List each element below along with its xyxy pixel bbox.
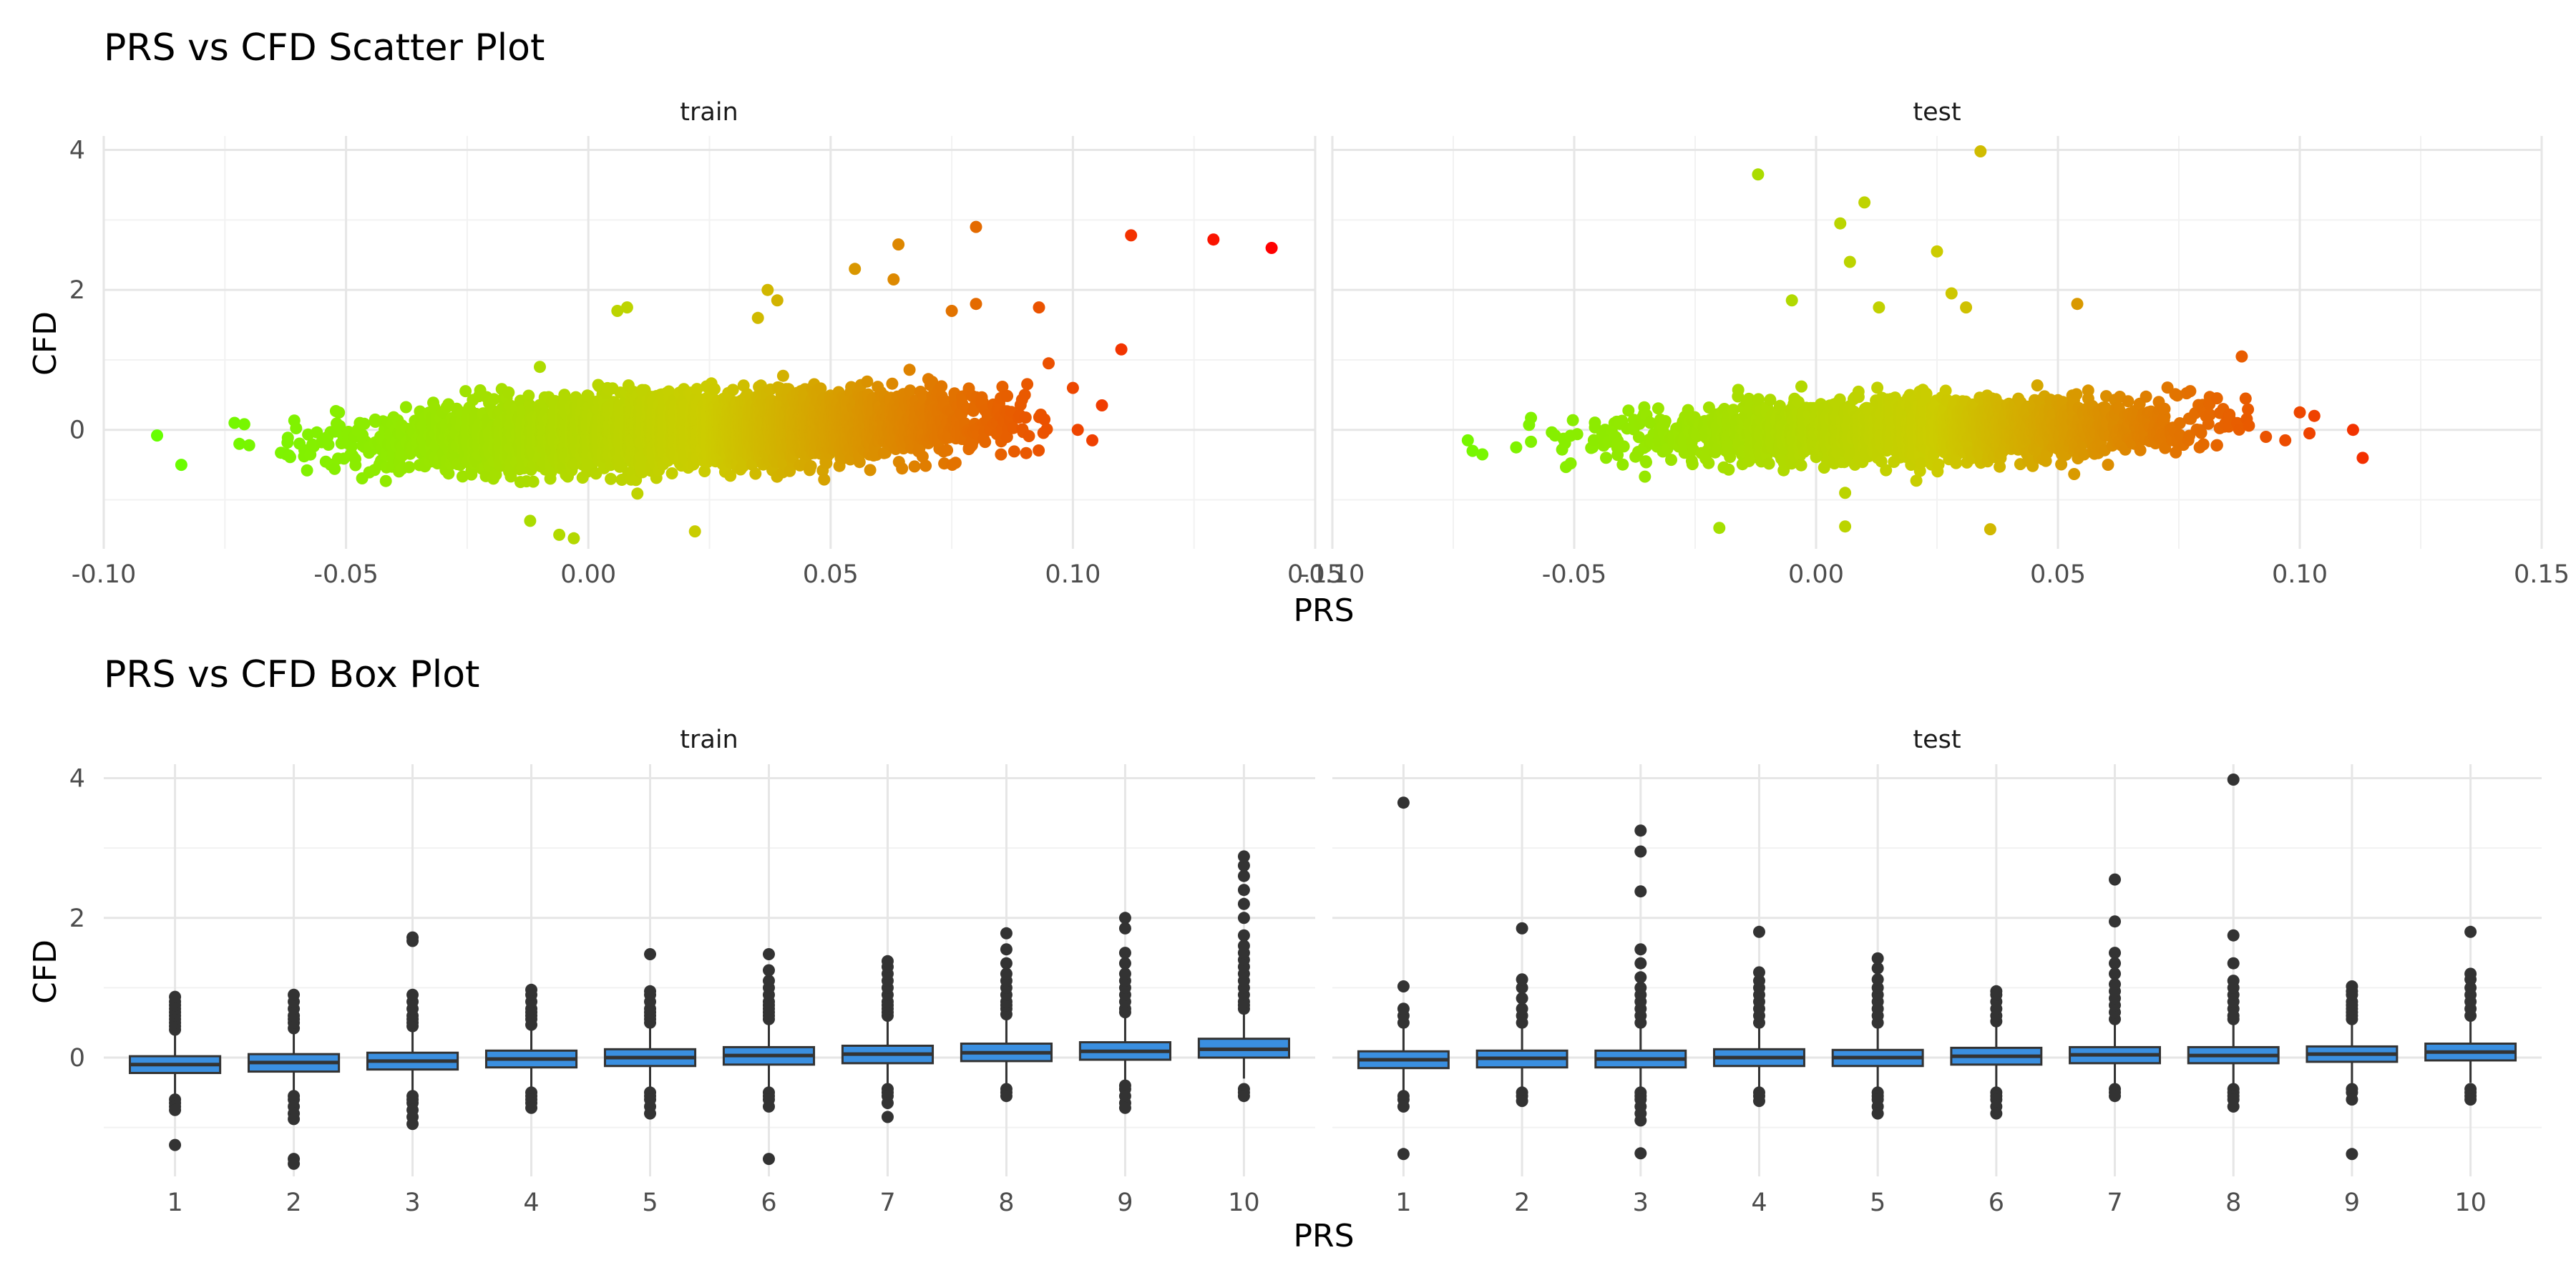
scatter-point bbox=[284, 451, 296, 464]
scatter-point bbox=[726, 384, 739, 396]
scatter-point bbox=[290, 422, 303, 434]
x-tick-label: 0.00 bbox=[560, 560, 616, 589]
scatter-point bbox=[358, 417, 371, 430]
scatter-point bbox=[776, 369, 789, 382]
scatter-point bbox=[349, 459, 362, 472]
x-tick-label: 0.15 bbox=[1287, 560, 1343, 589]
scatter-point bbox=[328, 462, 341, 475]
scatter-point bbox=[527, 475, 540, 488]
scatter-point bbox=[311, 426, 323, 439]
scatter-point bbox=[322, 439, 335, 451]
scatter-plot-title: PRS vs CFD Scatter Plot bbox=[104, 26, 545, 69]
scatter-point bbox=[487, 393, 500, 406]
scatter-point bbox=[403, 461, 416, 474]
scatter-point bbox=[459, 385, 472, 398]
scatter-point bbox=[804, 460, 817, 472]
scatter-point bbox=[399, 401, 412, 414]
scatter-point bbox=[442, 467, 455, 480]
y-tick-label: 2 bbox=[69, 276, 85, 305]
x-tick-label: 0.10 bbox=[1045, 560, 1101, 589]
x-tick-label: -0.10 bbox=[72, 560, 137, 589]
scatter-point bbox=[545, 466, 557, 479]
scatter-point bbox=[605, 472, 618, 485]
scatter-point bbox=[301, 464, 313, 477]
scatter-point bbox=[345, 440, 358, 453]
scatter-point bbox=[281, 431, 294, 444]
scatter-panel-train: -0.10 -0.05 0.00 0.05 0.10 0.15 0 2 4 bbox=[69, 136, 1343, 589]
scatter-point bbox=[504, 470, 517, 483]
scatter-point bbox=[379, 474, 392, 487]
scatter-point bbox=[665, 467, 678, 479]
y-tick-label: 0 bbox=[69, 416, 85, 445]
scatter-point bbox=[333, 406, 346, 419]
x-tick-label: 0.05 bbox=[803, 560, 859, 589]
scatter-facet-label-test: test bbox=[1913, 98, 1961, 127]
x-tick-label: -0.05 bbox=[313, 560, 379, 589]
scatter-point bbox=[708, 383, 721, 396]
scatter-facet-label-train: train bbox=[680, 98, 738, 127]
y-tick-label: 4 bbox=[69, 137, 85, 165]
scatter-point bbox=[502, 386, 515, 399]
scatter-point bbox=[522, 389, 535, 402]
scatter-point bbox=[631, 487, 644, 500]
